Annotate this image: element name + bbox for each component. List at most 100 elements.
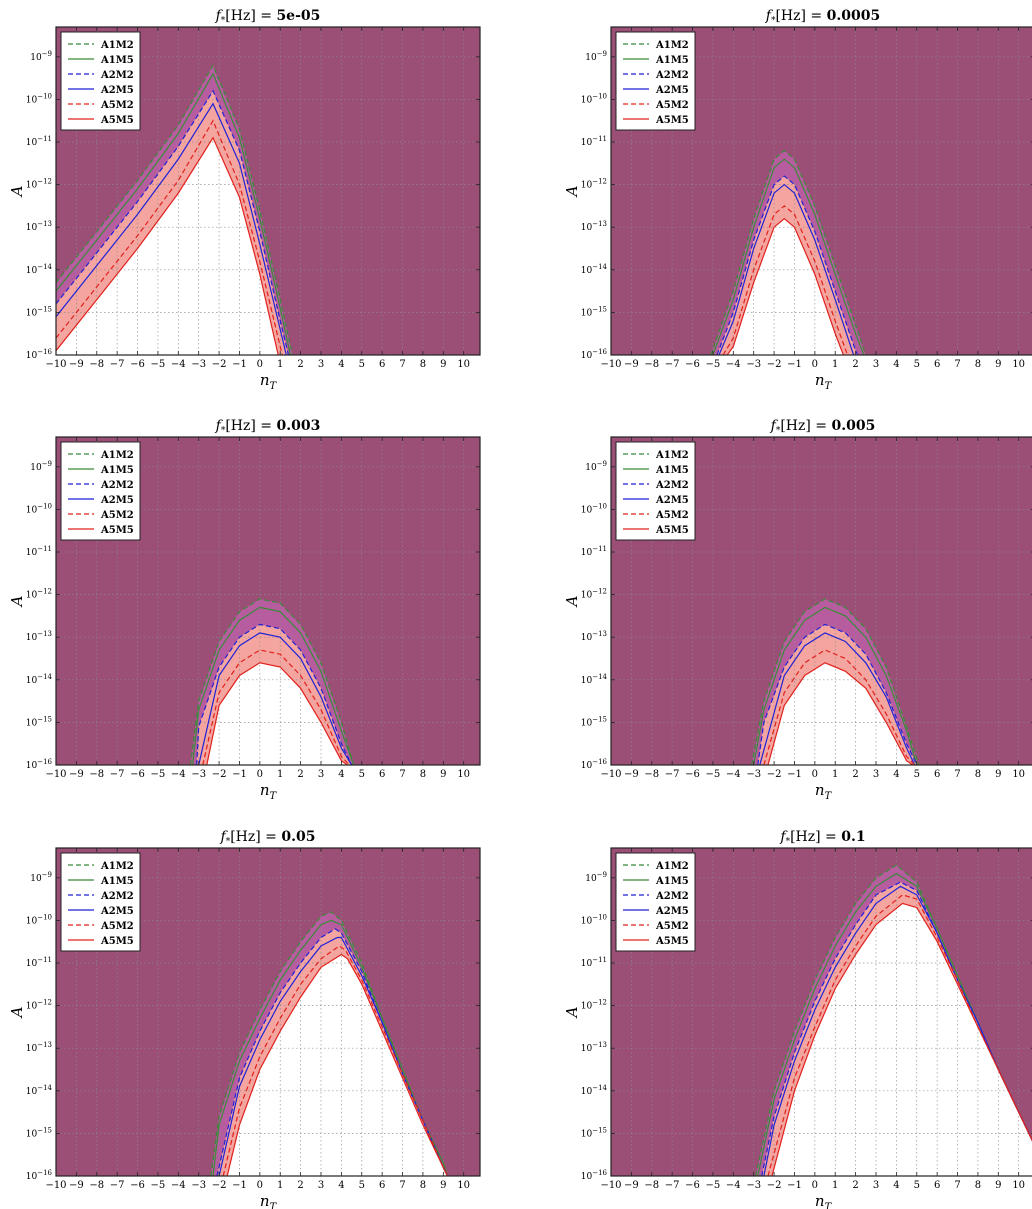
- x-tick-label: −2: [767, 769, 782, 780]
- x-tick-label: −3: [746, 769, 761, 780]
- legend-label-a2m2: A2M2: [655, 70, 689, 81]
- x-tick-label: 8: [975, 359, 981, 370]
- series-line-a1m2: [189, 598, 355, 765]
- panel-frame: [610, 26, 1032, 356]
- y-tick-label: 10−14: [581, 1084, 608, 1097]
- legend-label-a2m5: A2M5: [100, 85, 134, 96]
- legend-label-a1m2: A1M2: [100, 40, 134, 51]
- x-tick-label: 3: [873, 359, 879, 370]
- x-tick-label: 4: [893, 359, 899, 370]
- x-tick-label: −5: [151, 359, 166, 370]
- y-tick-label: 10−13: [581, 1041, 607, 1054]
- x-tick-label: −5: [706, 1180, 721, 1191]
- x-tick-label: 2: [297, 769, 303, 780]
- x-tick-label: −10: [600, 359, 621, 370]
- series-line-a1m2: [710, 149, 867, 355]
- series-line-a2m2: [716, 175, 859, 355]
- x-tick-label: −9: [69, 359, 84, 370]
- x-tick-label: 8: [420, 769, 426, 780]
- y-tick-label: 10−15: [581, 715, 607, 728]
- legend-label-a5m2: A5M2: [655, 100, 689, 111]
- x-tick-label: −10: [45, 769, 66, 780]
- legend-label-a2m5: A2M5: [655, 906, 689, 917]
- x-tick-label: −6: [685, 359, 700, 370]
- y-tick-label: 10−11: [581, 545, 607, 558]
- y-tick-label: 10−15: [581, 305, 607, 318]
- x-tick-label: 6: [379, 769, 385, 780]
- series-line-a1m5: [56, 72, 291, 355]
- legend-label-a1m2: A1M2: [655, 861, 689, 872]
- x-tick-label: 4: [893, 769, 899, 780]
- panel-6: −10 −9 −8 −7 −6 −5 −4 −3 −2 −1 0 1 2 3 4 5 6 7 8 9 1010−1610…: [563, 829, 1032, 1209]
- y-tick-label: 10−10: [26, 913, 52, 926]
- y-tick-label: 10−13: [26, 1041, 52, 1054]
- x-tick-label: 10: [1012, 1180, 1025, 1191]
- x-tick-label: 1: [277, 769, 283, 780]
- legend-box: [60, 31, 141, 131]
- x-tick-label: −9: [624, 769, 639, 780]
- y-tick-label: 10−9: [585, 50, 607, 63]
- x-tick-label: 5: [359, 1180, 365, 1191]
- x-tick-label: −8: [89, 769, 104, 780]
- x-axis-label: nT: [260, 1192, 278, 1209]
- x-tick-label: 9: [995, 1180, 1001, 1191]
- panel-title: f*[Hz] = 0.1: [779, 829, 865, 847]
- y-tick-label: 10−9: [30, 871, 52, 884]
- x-tick-label: 8: [975, 1180, 981, 1191]
- legend-label-a2m2: A2M2: [100, 480, 134, 491]
- x-tick-label: 5: [914, 769, 920, 780]
- plot-area: [56, 437, 480, 765]
- plot-area: [56, 848, 480, 1176]
- y-tick-label: 10−15: [26, 305, 52, 318]
- x-tick-label: 10: [1012, 769, 1025, 780]
- legend-label-a2m2: A2M2: [100, 891, 134, 902]
- x-tick-label: −1: [232, 769, 247, 780]
- x-tick-label: 4: [338, 359, 344, 370]
- panel-frame: [55, 847, 481, 1177]
- series-line-a5m5: [56, 136, 279, 355]
- x-tick-label: 0: [812, 769, 818, 780]
- panel-5: −10 −9 −8 −7 −6 −5 −4 −3 −2 −1 0 1 2 3 4 5 6 7 8 9 1010−1610…: [8, 829, 481, 1209]
- y-tick-label: 10−16: [581, 1169, 608, 1182]
- legend-box: [615, 441, 696, 541]
- legend-label-a1m2: A1M2: [655, 40, 689, 51]
- y-tick-label: 10−9: [30, 50, 52, 63]
- series-line-a5m2: [763, 649, 916, 765]
- x-tick-label: −1: [232, 359, 247, 370]
- series-line-a1m5: [192, 606, 355, 765]
- y-axis-label: A: [8, 185, 26, 198]
- x-tick-label: 3: [873, 1180, 879, 1191]
- x-tick-label: 4: [893, 1180, 899, 1191]
- legend: A1M2 A1M5 A2M2 A2M5 A5M2 A5M5: [60, 852, 141, 952]
- x-tick-label: −8: [89, 1180, 104, 1191]
- y-tick-label: 10−11: [26, 135, 52, 148]
- x-tick-label: 1: [832, 769, 838, 780]
- allowed-region: [727, 218, 844, 355]
- x-axis-label: nT: [260, 781, 278, 802]
- x-tick-label: −10: [600, 769, 621, 780]
- y-axis-label: A: [8, 595, 26, 608]
- series-line-a5m5: [771, 902, 1032, 1176]
- panel-2: −10 −9 −8 −7 −6 −5 −4 −3 −2 −1 0 1 2 3 4 5 6 7 8 9 1010−1610…: [563, 8, 1032, 392]
- legend-label-a5m5: A5M5: [655, 115, 689, 126]
- legend: A1M2 A1M5 A2M2 A2M5 A5M2 A5M5: [615, 852, 696, 952]
- legend-label-a1m5: A1M5: [100, 465, 134, 476]
- x-tick-label: −2: [212, 1180, 227, 1191]
- x-tick-label: 6: [934, 359, 940, 370]
- panel-title: f*[Hz] = 0.0005: [765, 8, 880, 26]
- x-tick-label: −2: [212, 359, 227, 370]
- series-line-a2m2: [757, 623, 918, 765]
- y-tick-label: 10−13: [26, 220, 52, 233]
- legend-label-a2m2: A2M2: [655, 480, 689, 491]
- y-axis-label: A: [563, 1006, 581, 1019]
- legend-label-a5m5: A5M5: [655, 525, 689, 536]
- legend-label-a5m5: A5M5: [100, 936, 134, 947]
- x-tick-label: −6: [130, 1180, 145, 1191]
- x-tick-label: −6: [130, 769, 145, 780]
- panel-1: −10 −9 −8 −7 −6 −5 −4 −3 −2 −1 0 1 2 3 4 5 6 7 8 9 1010−1610…: [8, 8, 481, 392]
- x-axis-label: nT: [260, 371, 278, 392]
- panel-3: −10 −9 −8 −7 −6 −5 −4 −3 −2 −1 0 1 2 3 4 5 6 7 8 9 1010−1610…: [8, 418, 481, 802]
- x-tick-label: −6: [685, 769, 700, 780]
- y-tick-label: 10−14: [26, 263, 53, 276]
